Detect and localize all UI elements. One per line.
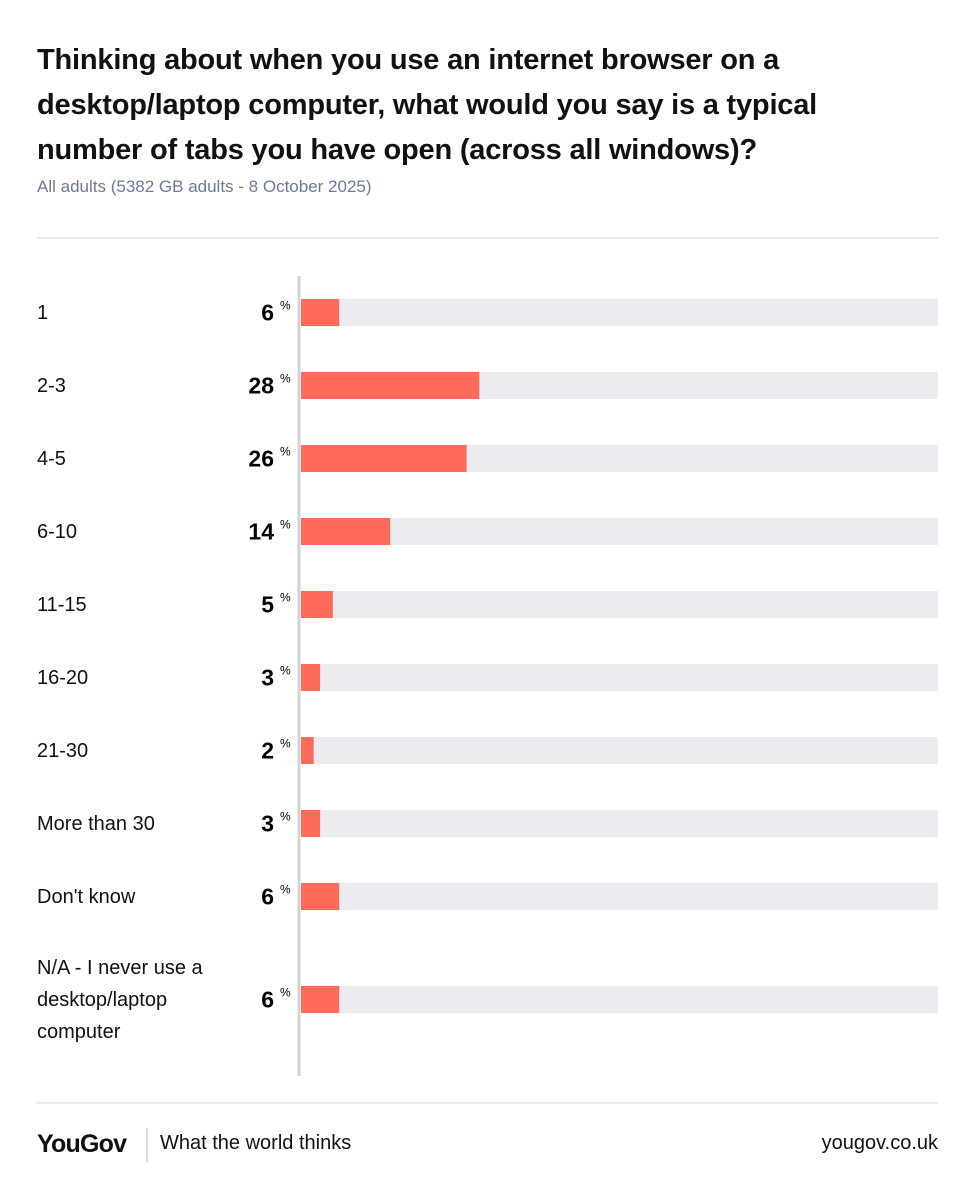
bar-track [301, 883, 938, 910]
category-label: 16-20 [37, 618, 227, 738]
chart-title: Thinking about when you use an internet … [37, 44, 818, 166]
value-unit: % [280, 372, 291, 386]
bar [301, 591, 333, 618]
category-label: 6-10 [37, 472, 227, 592]
value-label: 14 [248, 519, 274, 545]
category-text: More than 30 [37, 812, 155, 835]
value-unit: % [280, 737, 291, 751]
bar [301, 299, 340, 326]
value-unit: % [280, 591, 291, 605]
bar [301, 737, 314, 764]
category-text: Don't know [37, 885, 136, 908]
bar-track [301, 810, 938, 837]
brand: YouGov [37, 1130, 127, 1158]
category-text: 21-30 [37, 739, 89, 762]
value-unit: % [280, 810, 291, 824]
category-label: 2-3 [37, 326, 227, 446]
category-label: 4-5 [37, 399, 227, 519]
bar-track [301, 591, 938, 618]
value-unit: % [280, 518, 291, 532]
value-label: 3 [261, 665, 274, 691]
category-label: N/A - I never use a desktop/laptop compu… [37, 940, 227, 1060]
bar-track [301, 737, 938, 764]
bar-track [301, 518, 938, 545]
bar [301, 445, 467, 472]
bar-track [301, 664, 938, 691]
bar [301, 810, 321, 837]
value-label: 6 [261, 884, 274, 910]
value-label: 26 [248, 446, 274, 472]
value-unit: % [280, 445, 291, 459]
url: yougov.co.uk [821, 1132, 938, 1154]
value-unit: % [280, 986, 291, 1000]
value-label: 6 [261, 987, 274, 1013]
tagline: What the world thinks [160, 1132, 352, 1154]
value-unit: % [280, 664, 291, 678]
value-label: 2 [261, 738, 274, 764]
bar [301, 372, 480, 399]
category-label: 21-30 [37, 691, 227, 811]
category-text: N/A - I never use a desktop/laptop compu… [37, 956, 203, 1043]
value-label: 6 [261, 300, 274, 326]
category-text: 11-15 [37, 593, 87, 616]
bar [301, 664, 321, 691]
category-text: 16-20 [37, 666, 89, 689]
chart-subtitle: All adults (5382 GB adults - 8 October 2… [37, 177, 372, 196]
category-text: 2-3 [37, 374, 66, 397]
bar-track [301, 986, 938, 1013]
category-label: 1 [37, 253, 227, 373]
value-unit: % [280, 299, 291, 313]
value-label: 28 [248, 373, 274, 399]
value-label: 5 [261, 592, 274, 618]
category-text: 4-5 [37, 447, 66, 470]
category-label: More than 30 [37, 764, 227, 884]
bar [301, 986, 340, 1013]
value-label: 3 [261, 811, 274, 837]
category-text: 1 [37, 301, 49, 324]
bar-track [301, 299, 938, 326]
category-label: Don't know [37, 837, 227, 957]
bar [301, 883, 340, 910]
bar [301, 518, 391, 545]
category-text: 6-10 [37, 520, 78, 543]
category-label: 11-15 [37, 545, 227, 665]
value-unit: % [280, 883, 291, 897]
